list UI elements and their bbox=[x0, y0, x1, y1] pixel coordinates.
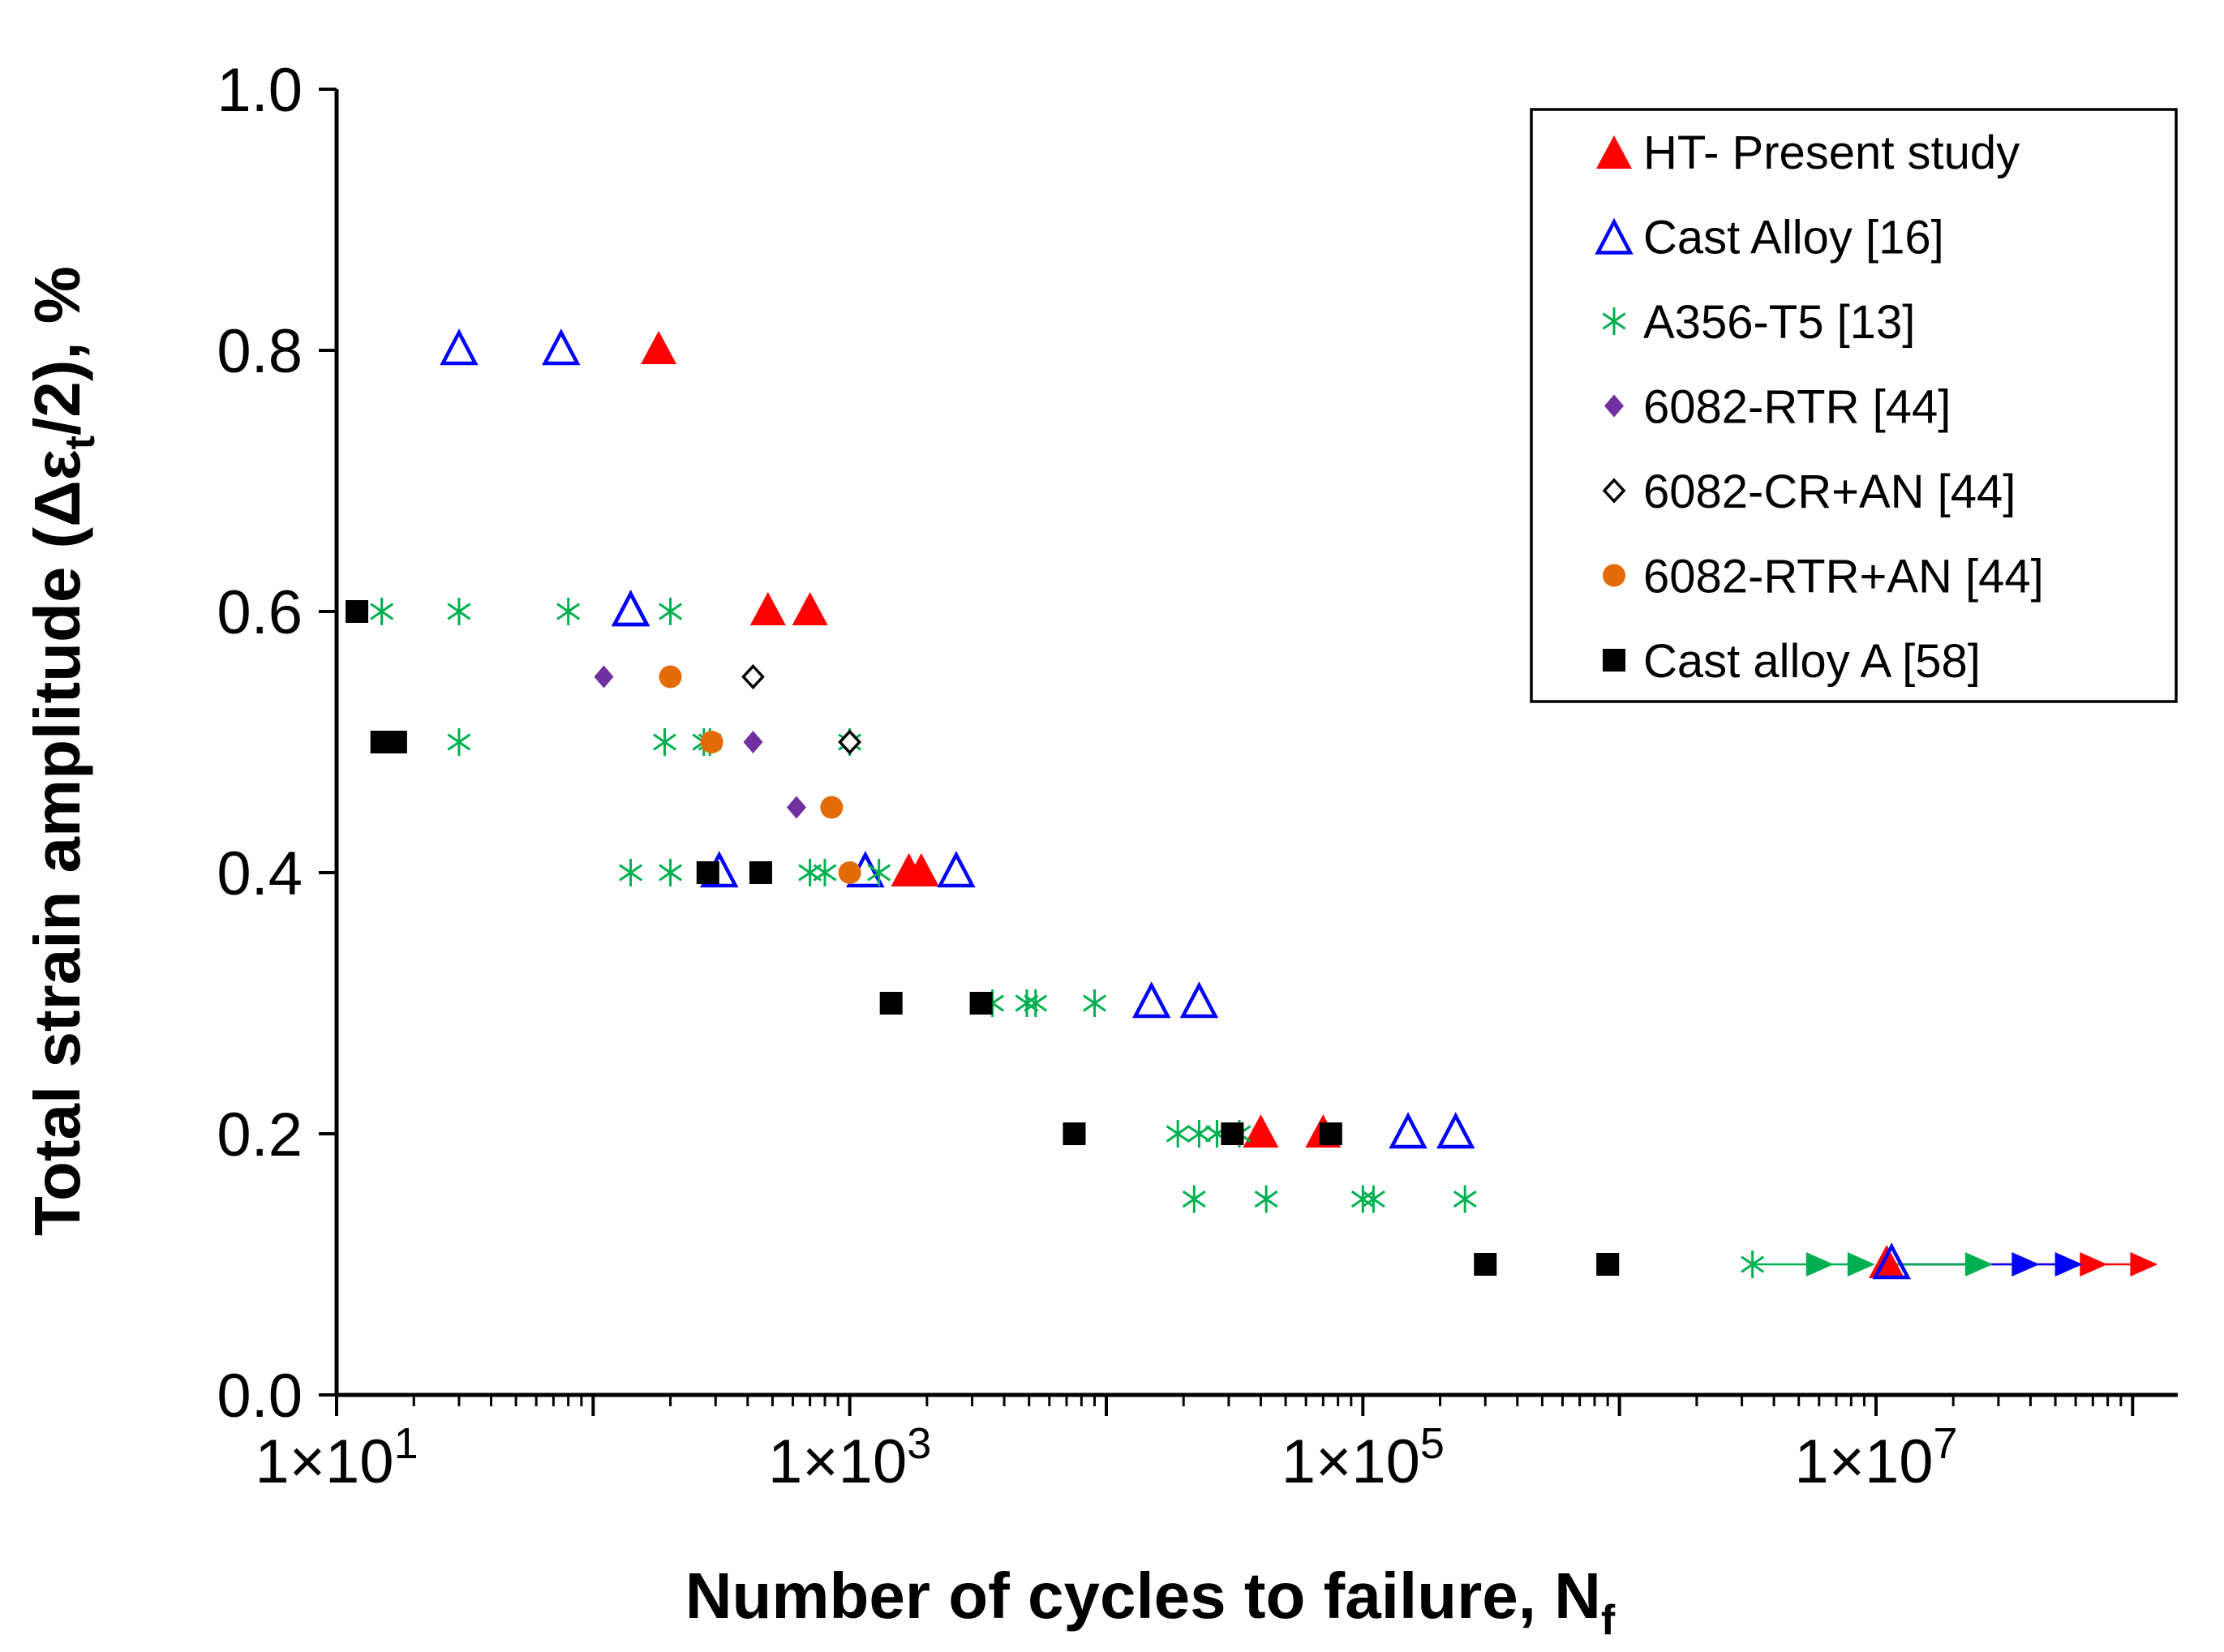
data-point bbox=[696, 861, 719, 884]
data-point bbox=[1436, 1112, 1475, 1149]
data-point bbox=[1596, 1253, 1620, 1276]
data-point bbox=[1741, 1251, 1765, 1278]
data-point bbox=[1474, 1253, 1497, 1276]
legend-box bbox=[1530, 108, 2178, 703]
data-point bbox=[838, 861, 861, 884]
data-point bbox=[1389, 1112, 1428, 1149]
legend-label: Cast alloy A [58] bbox=[1643, 635, 1981, 688]
data-point bbox=[1254, 1185, 1278, 1213]
data-point bbox=[969, 992, 993, 1015]
data-point bbox=[346, 600, 369, 623]
data-point bbox=[749, 592, 786, 625]
data-point bbox=[1179, 981, 1219, 1019]
data-point bbox=[611, 590, 650, 627]
legend-marker bbox=[1602, 478, 1626, 504]
data-point bbox=[1361, 1185, 1385, 1213]
data-point bbox=[611, 590, 650, 627]
runout-arrow bbox=[2080, 1252, 2108, 1277]
data-point bbox=[743, 731, 763, 753]
x-tick-label: 1×103 bbox=[768, 1419, 931, 1496]
y-axis-label: Total strain amplitude (Δεt/2), % bbox=[21, 266, 104, 1236]
data-point bbox=[903, 853, 939, 886]
y-tick-label: 0.6 bbox=[217, 578, 303, 647]
data-point bbox=[440, 328, 479, 366]
legend-label: 6082-CR+AN [44] bbox=[1643, 466, 2016, 518]
data-point bbox=[1221, 1122, 1244, 1145]
legend-marker bbox=[1604, 394, 1624, 418]
data-point bbox=[1131, 981, 1171, 1019]
x-tick-label: 1×107 bbox=[1794, 1419, 1957, 1496]
data-point bbox=[659, 859, 683, 886]
legend-label: A356-T5 [13] bbox=[1643, 296, 1915, 349]
legend-label: 6082-RTR+AN [44] bbox=[1643, 551, 2044, 603]
data-point bbox=[798, 859, 822, 886]
legend-marker bbox=[1603, 649, 1625, 672]
legend-label: 6082-RTR [44] bbox=[1643, 381, 1951, 434]
data-point bbox=[937, 851, 976, 888]
legend-marker bbox=[1603, 564, 1625, 587]
data-point bbox=[1024, 989, 1048, 1017]
ticks: 0.0 0.2 0.4 0.6 0.8 1.0 1×101 1×103 1×105 1×107 bbox=[217, 56, 2135, 1496]
y-tick-label: 1.0 bbox=[217, 56, 303, 125]
data-point bbox=[838, 729, 862, 755]
runout-arrow bbox=[2011, 1252, 2040, 1277]
data-point bbox=[1083, 989, 1106, 1017]
data-point bbox=[1453, 1185, 1477, 1213]
data-point bbox=[867, 859, 891, 886]
data-point bbox=[1063, 1122, 1086, 1145]
data-point bbox=[447, 598, 471, 625]
y-tick-label: 0.8 bbox=[217, 317, 303, 386]
data-point bbox=[879, 992, 903, 1015]
data-points bbox=[346, 328, 1911, 1280]
legend-marker bbox=[1595, 217, 1634, 255]
data-point bbox=[1243, 1114, 1279, 1148]
data-point bbox=[659, 665, 682, 689]
data-point bbox=[820, 796, 844, 819]
data-point bbox=[1015, 989, 1039, 1017]
data-point bbox=[700, 731, 723, 753]
legend-label: Cast Alloy [16] bbox=[1643, 212, 1944, 264]
runout-arrow bbox=[2054, 1252, 2083, 1277]
legend-marker bbox=[1602, 307, 1626, 335]
data-point bbox=[1872, 1242, 1911, 1280]
data-point bbox=[1182, 1185, 1206, 1213]
data-point bbox=[659, 598, 683, 625]
runout-arrow bbox=[1964, 1252, 1993, 1277]
data-point bbox=[594, 665, 614, 689]
data-point bbox=[542, 328, 581, 366]
data-point bbox=[813, 859, 837, 886]
data-point bbox=[641, 331, 677, 364]
data-point bbox=[384, 731, 407, 753]
data-point bbox=[1166, 1120, 1190, 1148]
data-point bbox=[1187, 1120, 1211, 1148]
x-axis-label: Number of cycles to failure, Nf bbox=[685, 1560, 1616, 1644]
data-point bbox=[619, 859, 643, 886]
data-point bbox=[741, 663, 765, 690]
legend-marker bbox=[1596, 135, 1632, 169]
data-point bbox=[1319, 1122, 1342, 1145]
runouts bbox=[1752, 1252, 2158, 1277]
data-point bbox=[786, 796, 806, 819]
y-tick-label: 0.0 bbox=[217, 1362, 303, 1431]
x-tick-label: 1×101 bbox=[255, 1419, 418, 1496]
data-point bbox=[653, 728, 676, 756]
data-point bbox=[749, 861, 772, 884]
data-point bbox=[556, 598, 581, 625]
runout-arrow bbox=[1805, 1252, 1834, 1277]
data-point bbox=[447, 728, 471, 756]
runout-arrow bbox=[2130, 1252, 2158, 1277]
legend: HT- Present study Cast Alloy [16] A356-T5 … bbox=[1530, 108, 2178, 703]
y-tick-label: 0.2 bbox=[217, 1101, 303, 1169]
runout-arrow bbox=[1847, 1252, 1875, 1277]
y-tick-label: 0.4 bbox=[217, 839, 303, 908]
data-point bbox=[370, 598, 394, 625]
axes bbox=[334, 89, 2178, 1397]
x-tick-label: 1×105 bbox=[1282, 1419, 1445, 1496]
data-point bbox=[792, 592, 828, 625]
legend-label: HT- Present study bbox=[1643, 127, 2020, 179]
data-point bbox=[1350, 1185, 1375, 1213]
